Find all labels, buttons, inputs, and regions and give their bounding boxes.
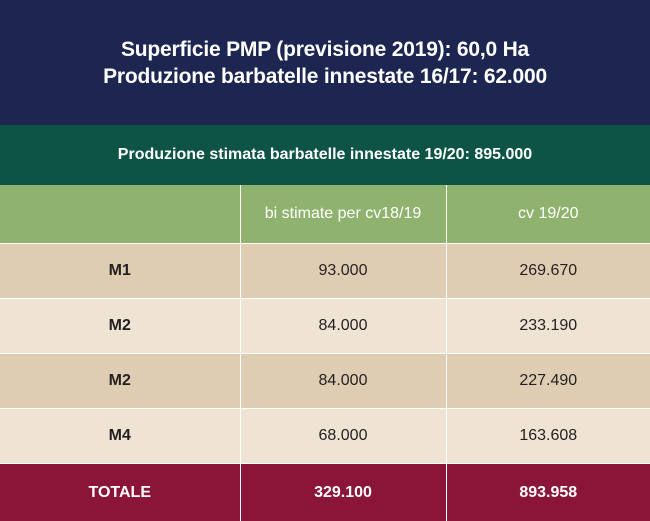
- title-block: Superficie PMP (previsione 2019): 60,0 H…: [0, 0, 650, 125]
- row-label: M1: [0, 244, 240, 299]
- estimated-production-banner: Produzione stimata barbatelle innestate …: [0, 125, 650, 185]
- title-line-surface: Superficie PMP (previsione 2019): 60,0 H…: [121, 36, 529, 63]
- row-cv-value: 233.190: [446, 299, 650, 354]
- column-header-bi: bi stimate per cv18/19: [240, 185, 446, 244]
- row-cv-value: 269.670: [446, 244, 650, 299]
- total-label: TOTALE: [0, 464, 240, 521]
- row-cv-value: 163.608: [446, 409, 650, 464]
- row-label: M2: [0, 354, 240, 409]
- row-label: M2: [0, 299, 240, 354]
- column-header-cv: cv 19/20: [446, 185, 650, 244]
- table-row: M1 93.000 269.670: [0, 244, 650, 299]
- title-line-production: Produzione barbatelle innestate 16/17: 6…: [103, 63, 547, 90]
- row-bi-value: 68.000: [240, 409, 446, 464]
- total-row: TOTALE 329.100 893.958: [0, 464, 650, 521]
- row-bi-value: 93.000: [240, 244, 446, 299]
- column-header-label: [0, 185, 240, 244]
- estimated-production-text: Produzione stimata barbatelle innestate …: [118, 146, 532, 164]
- table-row: M2 84.000 233.190: [0, 299, 650, 354]
- table-row: M4 68.000 163.608: [0, 409, 650, 464]
- total-cv-value: 893.958: [446, 464, 650, 521]
- table-row: M2 84.000 227.490: [0, 354, 650, 409]
- row-bi-value: 84.000: [240, 299, 446, 354]
- row-cv-value: 227.490: [446, 354, 650, 409]
- row-bi-value: 84.000: [240, 354, 446, 409]
- total-bi-value: 329.100: [240, 464, 446, 521]
- production-table: bi stimate per cv18/19 cv 19/20 M1 93.00…: [0, 185, 650, 521]
- table-header-row: bi stimate per cv18/19 cv 19/20: [0, 185, 650, 244]
- row-label: M4: [0, 409, 240, 464]
